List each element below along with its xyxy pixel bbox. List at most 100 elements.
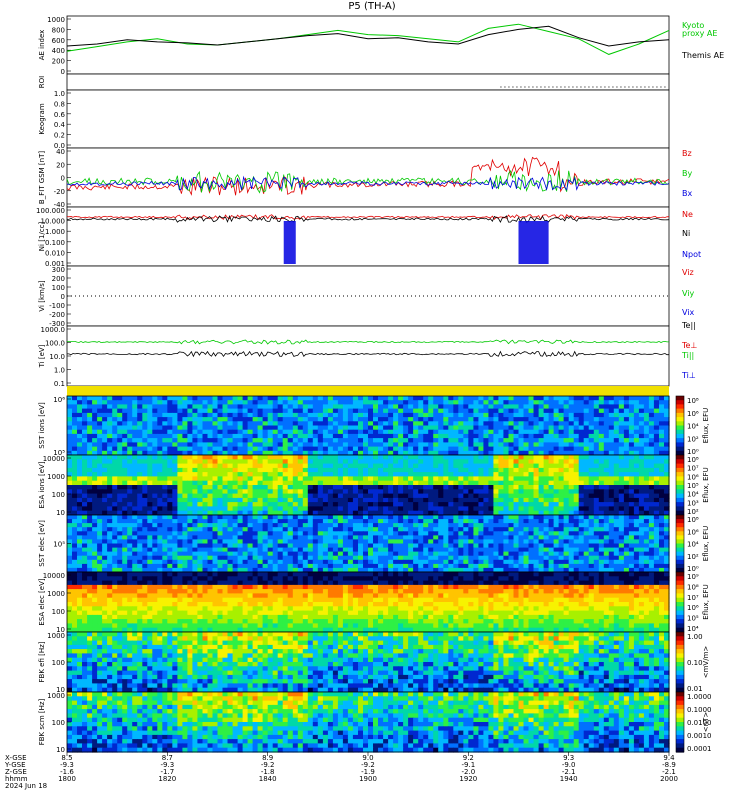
esa_i-cell: [322, 455, 329, 460]
sst_i-cell: [257, 408, 264, 414]
sst_i-cell: [92, 412, 98, 418]
esa_i-cell: [628, 463, 635, 469]
sst_e-cell: [578, 559, 585, 565]
sst_e-cell: [433, 535, 439, 541]
esa_i-cell: [252, 506, 259, 512]
sst_i-cell: [162, 400, 168, 405]
esa_i-colorbar-cell: [676, 489, 684, 495]
esa_i-cell: [443, 510, 449, 516]
esa_i-cell: [583, 497, 590, 503]
sst_i-cell: [282, 412, 289, 418]
esa_i-cell: [117, 502, 123, 507]
sst_e-cell: [428, 547, 434, 553]
sst_e-cell: [398, 523, 404, 528]
sst_i-cell: [593, 417, 600, 422]
esa_i-cell: [593, 463, 600, 469]
sst_i-cell: [117, 438, 123, 443]
esa_i-cell: [217, 472, 224, 477]
esa_i-cell: [222, 502, 229, 507]
esa_i-cell: [187, 489, 193, 495]
sst_i-cell: [463, 433, 469, 439]
esa_i-cell: [212, 493, 219, 499]
sst_i-cell: [77, 408, 83, 414]
esa_i-cell: [112, 510, 118, 516]
sst_i-cell: [553, 425, 560, 431]
sst_e-cell: [568, 555, 575, 561]
sst_e-cell: [373, 535, 379, 541]
esa_i-cell: [418, 510, 424, 516]
esa_i-cell: [242, 489, 249, 495]
esa_i-cell: [147, 476, 153, 482]
esa_i-cell: [648, 493, 655, 499]
sst_i-cell: [638, 438, 645, 443]
esa_i-cell: [588, 489, 595, 495]
sst_i-cell: [297, 425, 304, 431]
sst_e-cell: [398, 539, 404, 545]
sst_i-cell: [197, 408, 203, 414]
sst_i-cell: [262, 396, 269, 401]
sst_e-cell: [277, 515, 284, 520]
sst_i-cell: [363, 425, 369, 431]
esa_i-cell: [312, 485, 319, 490]
sst_i-cell: [513, 433, 520, 439]
sst_e-cell: [408, 559, 414, 565]
esa_i-cell: [327, 455, 334, 460]
sst_e-cell: [72, 547, 78, 553]
esa_i-cell: [92, 510, 98, 516]
sst_e-cell: [202, 519, 209, 524]
sst_i-cell: [643, 408, 650, 414]
esa_i-cell: [503, 485, 509, 490]
esa_i-cell: [92, 472, 98, 477]
sst_i-cell: [588, 404, 595, 410]
sst_e-cell: [307, 543, 314, 549]
sst_i-cell: [628, 446, 635, 452]
esa_i-cell: [518, 489, 525, 495]
sst_i-cell: [513, 446, 520, 452]
sst_i-cell: [277, 412, 284, 418]
sst_e-cell: [157, 531, 163, 536]
esa_i-cell: [172, 489, 178, 495]
sst_i-cell: [202, 442, 209, 448]
sst_i-cell: [217, 438, 224, 443]
sst_e-cell: [573, 515, 580, 520]
sst_i-cell: [202, 450, 209, 456]
esa_i-cell: [217, 497, 224, 503]
sst_i-cell: [82, 438, 88, 443]
sst_e-cell: [307, 523, 314, 528]
sst_i-cell: [247, 433, 254, 439]
sst_e-cell: [162, 519, 168, 524]
sst_i-cell: [598, 425, 605, 431]
esa_i-cell: [67, 502, 73, 507]
sst_i-cell: [177, 417, 183, 422]
sst_i-cell: [242, 404, 249, 410]
esa_i-cell: [653, 472, 660, 477]
sst_e-cell: [112, 559, 118, 565]
sst_i-cell: [603, 408, 610, 414]
sst_i-cell: [177, 408, 183, 414]
esa_i-cell: [664, 463, 670, 469]
sst_e-cell: [628, 555, 635, 561]
esa_i-cell: [613, 497, 620, 503]
sst_i-cell: [322, 425, 329, 431]
sst_i-cell: [583, 446, 590, 452]
sst_e-cell: [608, 551, 615, 557]
esa_i-cell: [408, 459, 414, 465]
esa_i-colorbar-tick: 10³: [687, 499, 699, 507]
sst_i-cell: [648, 450, 655, 456]
esa_i-cell: [478, 472, 484, 477]
sst_i-cell: [212, 446, 219, 452]
sst_i-cell: [538, 404, 545, 410]
sst_e-cell: [358, 527, 364, 532]
sst_e-cell: [282, 519, 289, 524]
esa_i-cell: [282, 476, 289, 482]
sst_e-cell: [383, 523, 389, 528]
esa_i-cell: [488, 502, 494, 507]
sst_e-cell: [92, 515, 98, 520]
sst_e-cell: [553, 559, 560, 565]
sst_e-cell: [332, 551, 339, 557]
esa_i-cell: [212, 472, 219, 477]
esa_i-cell: [152, 506, 158, 512]
esa_i-cell: [383, 493, 389, 499]
esa_i-cell: [403, 467, 409, 473]
sst_i-cell: [473, 442, 479, 448]
